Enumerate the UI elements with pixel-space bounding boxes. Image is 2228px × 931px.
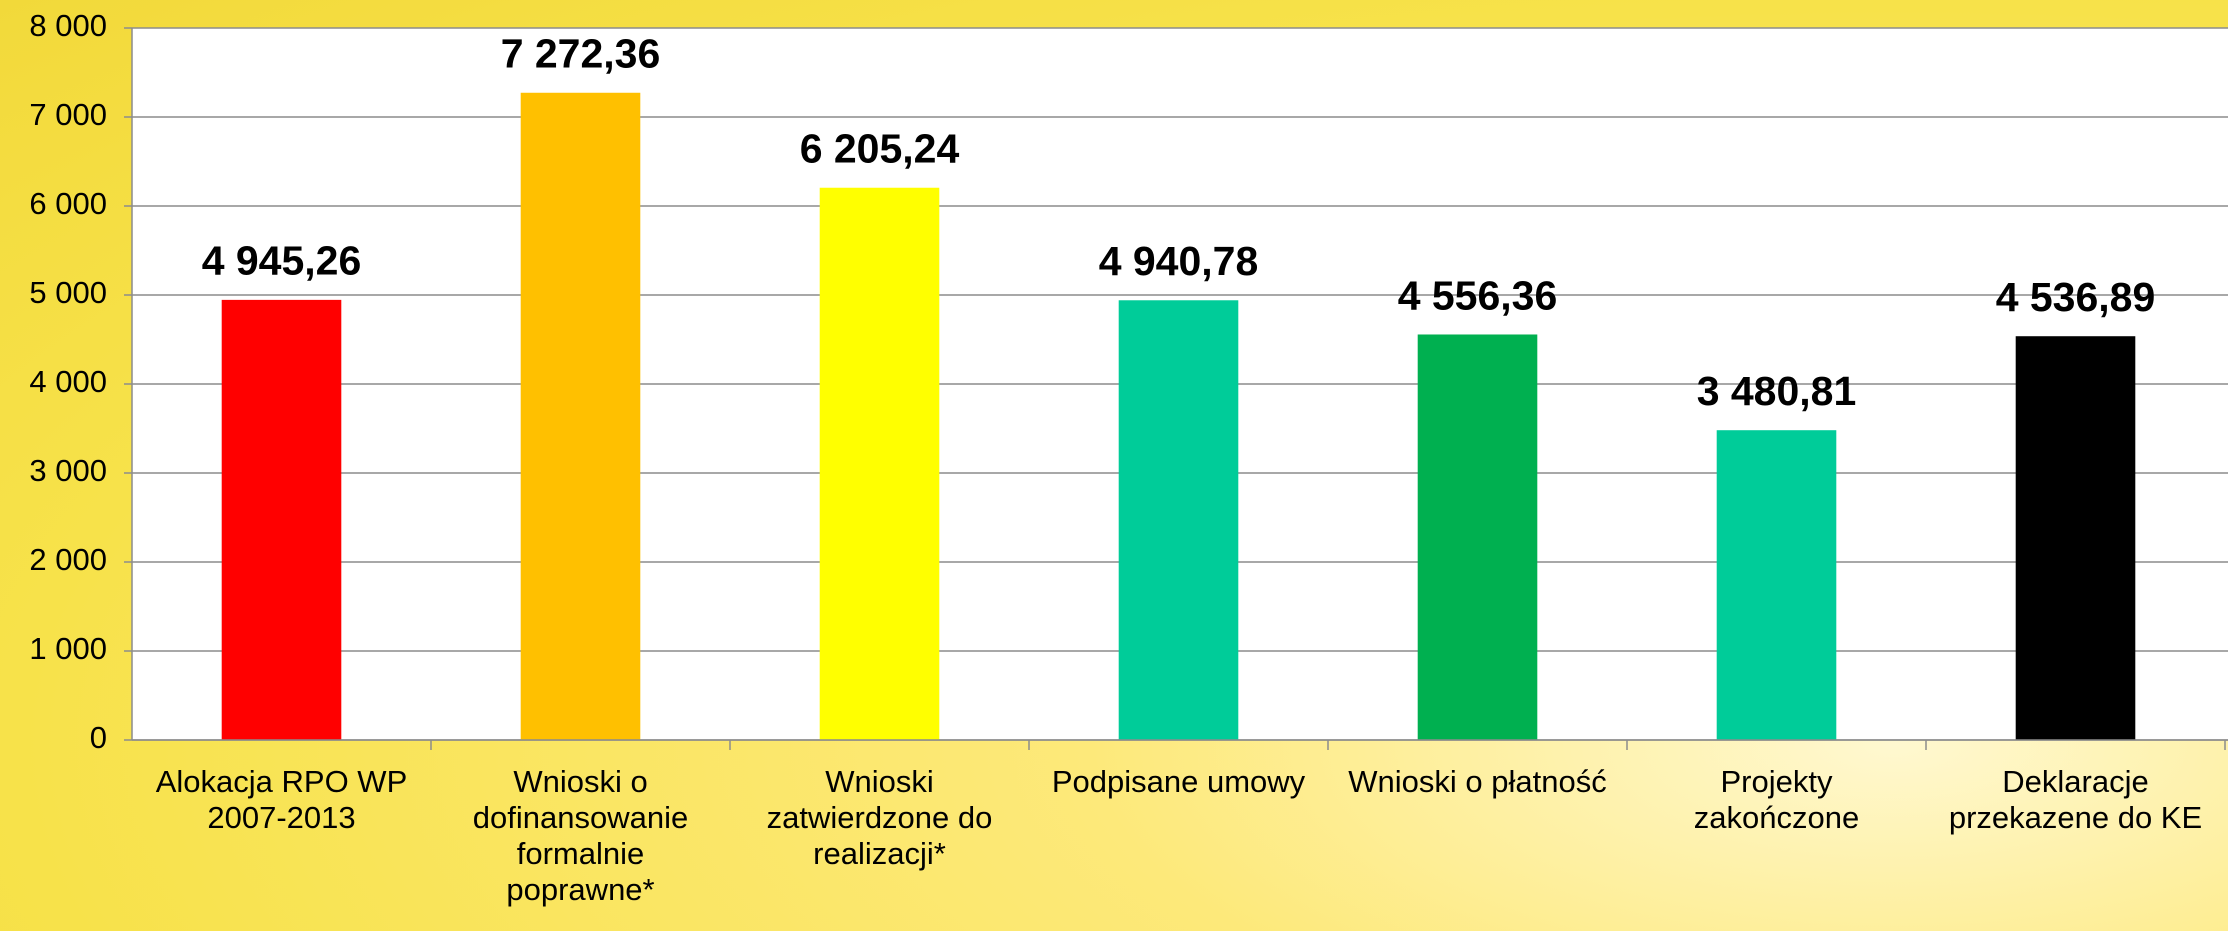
x-tick-label: Wnioski o płatność [1348,764,1607,799]
x-tick-label: Wnioski o dofinansowanie formalnie popra… [472,764,689,907]
y-tick-label: 1 000 [29,631,107,666]
data-label: 7 272,36 [501,31,661,77]
x-tick-label: Deklaracje przekazene do KE [1948,764,2203,835]
x-tick-label: Podpisane umowy [1051,764,1306,799]
bar [2015,336,2136,740]
bar [1118,300,1239,740]
bar [1716,430,1837,740]
y-tick-label: 2 000 [29,542,107,577]
y-tick-label: 3 000 [29,453,107,488]
data-label: 4 536,89 [1996,274,2156,320]
x-tick-label: Projekty zakończone [1693,764,1860,835]
y-tick-label: 6 000 [29,186,107,221]
x-tick-label: Wnioski zatwierdzone do realizacji* [766,764,993,871]
data-label: 6 205,24 [800,126,960,172]
data-label: 4 945,26 [202,238,362,284]
bar [819,187,940,740]
bar [520,92,641,741]
y-tick-label: 5 000 [29,275,107,310]
data-label: 3 480,81 [1697,368,1857,414]
data-label: 4 556,36 [1398,272,1558,318]
y-tick-label: 7 000 [29,97,107,132]
data-label: 4 940,78 [1099,238,1259,284]
y-tick-label: 0 [90,720,107,755]
bar [221,299,342,740]
x-tick-label: Alokacja RPO WP 2007-2013 [155,764,408,835]
y-tick-label: 8 000 [29,8,107,43]
bar [1417,334,1538,740]
y-tick-label: 4 000 [29,364,107,399]
